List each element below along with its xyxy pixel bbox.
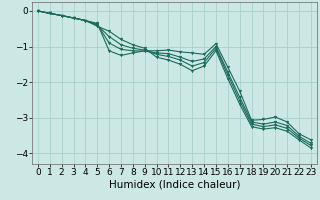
X-axis label: Humidex (Indice chaleur): Humidex (Indice chaleur) [109, 180, 240, 190]
